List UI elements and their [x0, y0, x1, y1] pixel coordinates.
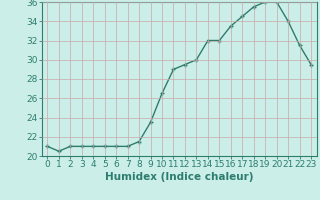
X-axis label: Humidex (Indice chaleur): Humidex (Indice chaleur) [105, 172, 253, 182]
